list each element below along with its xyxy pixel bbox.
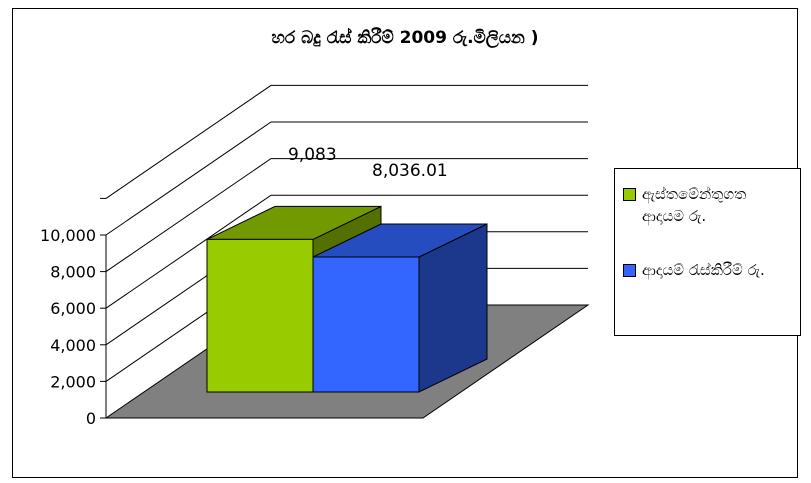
gridline [105,121,588,236]
legend-label-collected: ආදායම් රැස්කිරීම් රු. [642,261,765,279]
y-tick-label: 6,000 [50,299,96,318]
gridline [105,158,588,273]
legend-swatch-estimated [623,188,636,201]
bar-collected-front [312,256,420,393]
legend-item-collected: ආදායම් රැස්කිරීම් රු. [623,259,792,281]
gridline [105,84,588,199]
chart-title: හර බදු රැස් කිරීම් 2009 රු.මිලියන ) [271,28,539,48]
legend-swatch-collected [623,264,636,277]
y-tick-label: 8,000 [50,263,96,282]
legend: ඇස්තමේන්තුගත ආදායම රු. ආදායම් රැස්කිරීම්… [614,168,801,336]
bar-estimated-front [206,238,314,393]
legend-item-estimated: ඇස්තමේන්තුගත ආදායම රු. [623,183,792,227]
data-label: 9,083 [288,145,337,165]
y-tick-label: 2,000 [50,372,96,391]
y-tick-label: 10,000 [40,226,96,245]
y-tick-label: 0 [86,409,96,428]
legend-label-estimated: ඇස්තමේන්තුගත ආදායම රු. [642,185,747,225]
data-label: 8,036.01 [372,161,448,181]
gridline [105,194,588,309]
y-tick-label: 4,000 [50,336,96,355]
